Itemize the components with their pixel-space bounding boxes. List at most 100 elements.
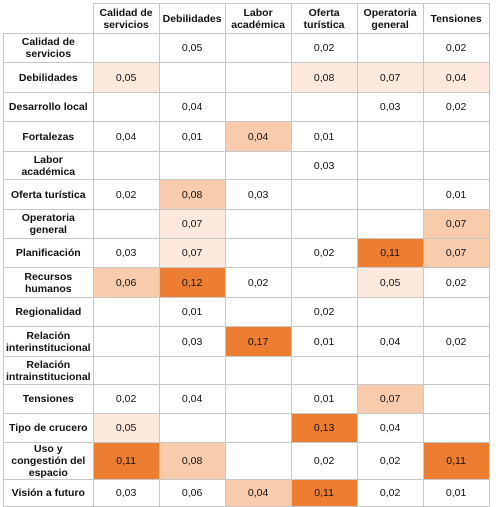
table-cell: 0,01 (290, 326, 358, 357)
table-cell (224, 297, 292, 327)
table-cell (290, 92, 358, 122)
table-cell (422, 384, 490, 414)
table-cell: 0,01 (422, 179, 490, 210)
table-cell: 0,01 (290, 121, 358, 152)
table-cell (92, 209, 160, 239)
table-cell: 0,04 (356, 413, 424, 443)
table-cell: 0,07 (158, 238, 226, 268)
row-header: Planificación (3, 238, 94, 268)
table-cell (290, 356, 358, 385)
table-cell (356, 33, 424, 63)
table-cell (158, 62, 226, 93)
table-cell: 0,05 (92, 413, 160, 443)
table-row: Tensiones 0,02 0,04 0,01 0,07 (3, 384, 490, 414)
table-row: Labor académica 0,03 (3, 151, 490, 180)
table-cell (356, 297, 424, 327)
table-cell: 0,03 (224, 179, 292, 210)
table-row: Oferta turística 0,02 0,08 0,03 0,01 (3, 179, 490, 210)
table-row: Uso y congestión del espacio 0,11 0,08 0,02… (3, 442, 490, 480)
table-cell (422, 413, 490, 443)
column-header-calidad-de-servicios: Calidad de servicios (92, 3, 160, 34)
table-cell: 0,04 (422, 62, 490, 93)
table-row: Regionalidad 0,01 0,02 (3, 297, 490, 327)
table-row: Planificación 0,03 0,07 0,02 0,11 0,07 (3, 238, 490, 268)
table-cell: 0,02 (290, 297, 358, 327)
table-cell: 0,04 (224, 121, 292, 152)
table-cell: 0,08 (290, 62, 358, 93)
table-row: Operatoria general 0,07 0,07 (3, 209, 490, 239)
row-header: Regionalidad (3, 297, 94, 327)
table-cell: 0,01 (422, 479, 490, 507)
column-header-operatoria-general: Operatoria general (356, 3, 424, 34)
table-cell (290, 267, 358, 298)
table-body: Calidad de servicios 0,05 0,02 0,02 Debilida… (3, 33, 490, 507)
table-cell: 0,02 (422, 92, 490, 122)
table-cell (158, 151, 226, 180)
table-cell: 0,11 (356, 238, 424, 268)
table-cell (92, 92, 160, 122)
table-cell (92, 326, 160, 357)
table-cell: 0,05 (158, 33, 226, 63)
table-cell: 0,04 (224, 479, 292, 507)
table-cell (356, 209, 424, 239)
table-cell: 0,11 (92, 442, 160, 480)
table-cell (356, 151, 424, 180)
table-cell: 0,08 (158, 442, 226, 480)
table-cell: 0,07 (356, 62, 424, 93)
row-header: Operatoria general (3, 209, 94, 239)
table-cell (290, 209, 358, 239)
table-cell: 0,06 (92, 267, 160, 298)
table-cell (158, 356, 226, 385)
table-cell: 0,07 (422, 209, 490, 239)
table-cell: 0,13 (290, 413, 358, 443)
table-cell (224, 92, 292, 122)
table-cell: 0,03 (356, 92, 424, 122)
table-cell: 0,12 (158, 267, 226, 298)
table-cell: 0,11 (422, 442, 490, 480)
table-cell: 0,02 (290, 33, 358, 63)
table-cell: 0,06 (158, 479, 226, 507)
column-header-oferta-turistica: Oferta turística (290, 3, 358, 34)
row-header: Uso y congestión del espacio (3, 442, 94, 480)
table-row: Debilidades 0,05 0,08 0,07 0,04 (3, 62, 490, 93)
table-cell: 0,04 (158, 384, 226, 414)
table-cell: 0,02 (356, 479, 424, 507)
table-cell (422, 151, 490, 180)
table-cell: 0,04 (158, 92, 226, 122)
table-cell (224, 442, 292, 480)
table-cell: 0,07 (158, 209, 226, 239)
table-cell: 0,08 (158, 179, 226, 210)
table-cell: 0,05 (356, 267, 424, 298)
table-cell (92, 33, 160, 63)
cooccurrence-table: Calidad de servicios Debilidades Labor a… (3, 3, 490, 507)
table-cell (422, 297, 490, 327)
header-row: Calidad de servicios Debilidades Labor a… (3, 3, 490, 34)
table-cell (356, 179, 424, 210)
table-cell: 0,04 (92, 121, 160, 152)
table-cell: 0,01 (158, 121, 226, 152)
table-cell (356, 356, 424, 385)
table-cell: 0,02 (422, 33, 490, 63)
table-row: Visión a futuro 0,03 0,06 0,04 0,11 0,02 0,01 (3, 479, 490, 507)
table-cell: 0,02 (290, 442, 358, 480)
row-header: Calidad de servicios (3, 33, 94, 63)
column-header-tensiones: Tensiones (422, 3, 490, 34)
table-cell (224, 209, 292, 239)
table-cell: 0,17 (224, 326, 292, 357)
row-header: Fortalezas (3, 121, 94, 152)
row-header: Visión a futuro (3, 479, 94, 507)
table-cell (224, 62, 292, 93)
table-cell: 0,07 (422, 238, 490, 268)
row-header: Recursos humanos (3, 267, 94, 298)
table-cell: 0,02 (422, 267, 490, 298)
table-cell: 0,05 (92, 62, 160, 93)
row-header: Tensiones (3, 384, 94, 414)
table-cell (92, 151, 160, 180)
row-header: Oferta turística (3, 179, 94, 210)
table-cell: 0,02 (224, 267, 292, 298)
row-header: Tipo de crucero (3, 413, 94, 443)
table-cell: 0,03 (290, 151, 358, 180)
table-cell: 0,02 (422, 326, 490, 357)
table-cell: 0,02 (290, 238, 358, 268)
row-header: Relación interinstitucional (3, 326, 94, 357)
